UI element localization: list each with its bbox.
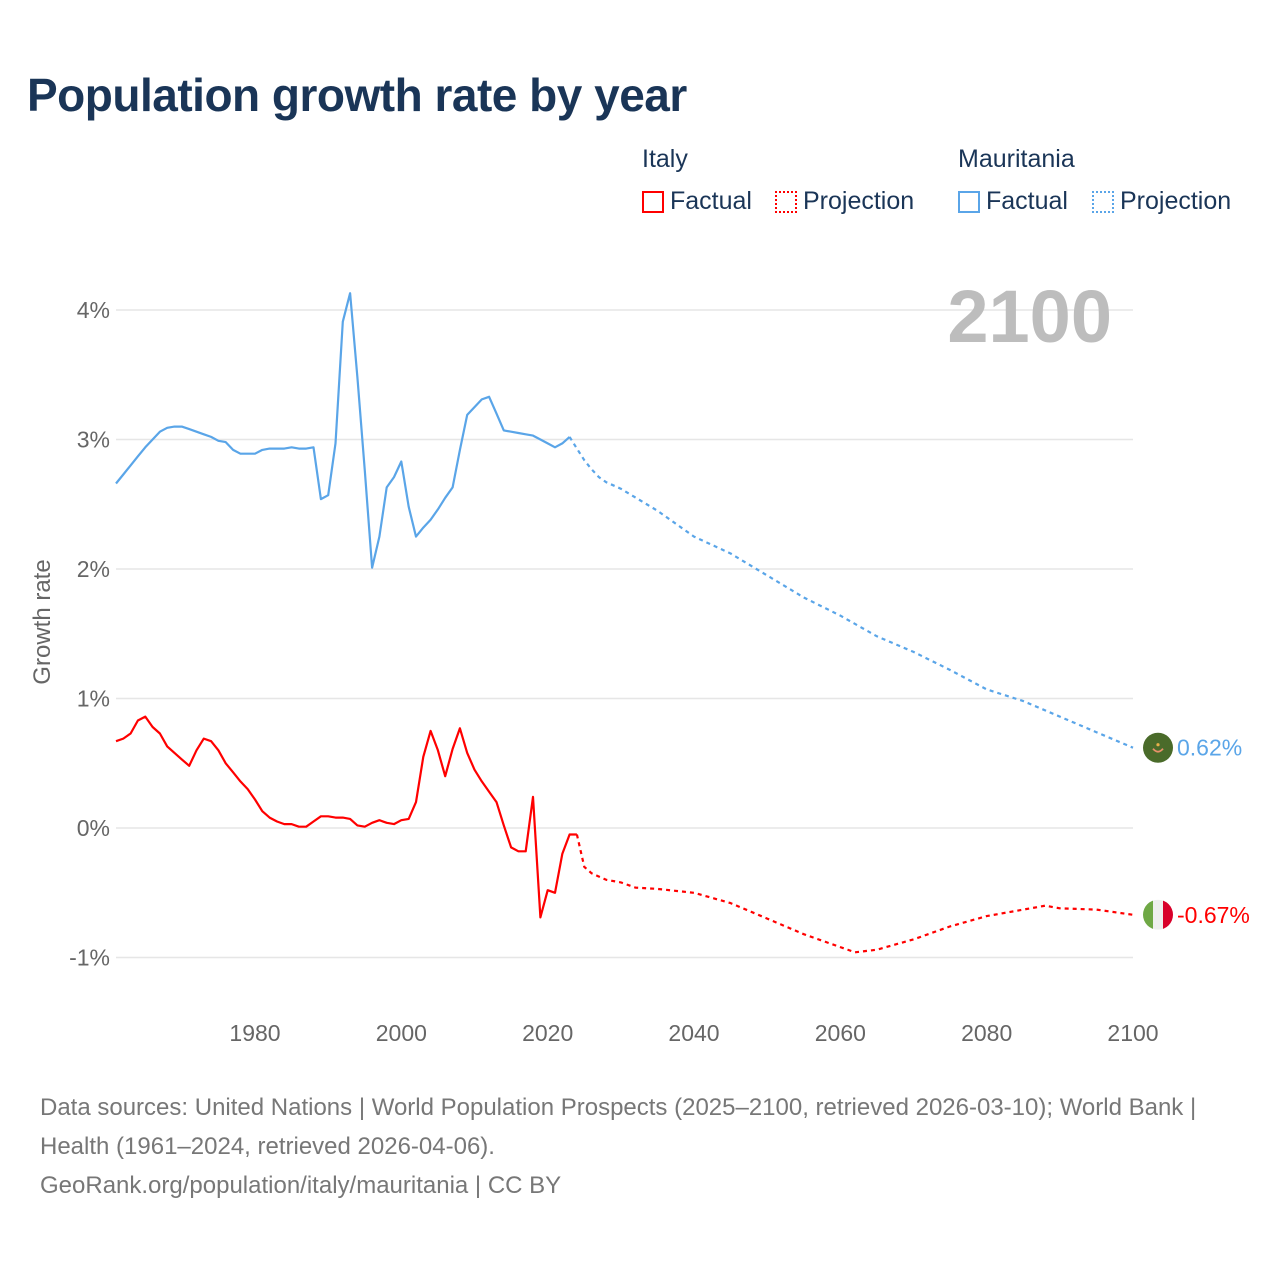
italy-flag-icon xyxy=(1143,899,1173,930)
y-tick-label: 1% xyxy=(77,686,110,712)
flag-star xyxy=(1156,743,1160,747)
x-tick-label: 2060 xyxy=(815,1020,866,1046)
legend-group-italy: Italy xyxy=(642,145,688,173)
legend-label: Projection xyxy=(1120,187,1232,215)
legend-italy-factual[interactable]: Factual xyxy=(642,187,752,216)
end-value-label: 0.62% xyxy=(1177,735,1242,761)
x-tick-label: 1980 xyxy=(229,1020,280,1046)
y-tick-label: 0% xyxy=(77,815,110,841)
flag-crescent xyxy=(1152,748,1164,753)
credit-link[interactable]: GeoRank.org/population/italy/mauritania … xyxy=(40,1172,562,1199)
x-tick-label: 2080 xyxy=(961,1020,1012,1046)
flag-stripe-white xyxy=(1153,899,1163,930)
legend-italy-projection[interactable]: Projection xyxy=(775,187,914,216)
legend-label: Factual xyxy=(670,187,752,215)
x-tick-label: 2020 xyxy=(522,1020,573,1046)
mauritania-projection-line xyxy=(568,436,1134,749)
legend-swatch-dotted xyxy=(775,190,797,213)
flag-stripe-green xyxy=(1143,899,1153,930)
data-sources: Data sources: United Nations | World Pop… xyxy=(40,1094,1197,1160)
mauritania-flag-icon xyxy=(1143,732,1173,763)
y-axis-label: Growth rate xyxy=(29,559,56,684)
y-tick-label: 2% xyxy=(77,556,110,582)
flag-stripe-red xyxy=(1163,899,1173,930)
legend-label: Projection xyxy=(803,187,915,215)
y-tick-label: 3% xyxy=(77,427,110,453)
y-tick-label: -1% xyxy=(69,945,110,971)
legend-swatch-dotted xyxy=(1092,190,1114,213)
legend-mauritania-factual[interactable]: Factual xyxy=(958,187,1068,216)
italy-projection-line xyxy=(575,834,1134,954)
x-tick-label: 2040 xyxy=(668,1020,719,1046)
legend-group-mauritania: Mauritania xyxy=(958,145,1075,173)
year-overlay: 2100 xyxy=(947,275,1112,358)
flag-background xyxy=(1143,732,1173,763)
legend-swatch-solid xyxy=(958,190,980,213)
x-tick-label: 2100 xyxy=(1107,1020,1158,1046)
y-tick-label: 4% xyxy=(77,297,110,323)
italy-factual-line xyxy=(115,715,577,919)
chart-title: Population growth rate by year xyxy=(27,69,687,121)
legend-swatch-solid xyxy=(642,190,664,213)
legend-mauritania-projection[interactable]: Projection xyxy=(1092,187,1231,216)
legend-label: Factual xyxy=(986,187,1068,215)
end-value-label: -0.67% xyxy=(1177,902,1250,928)
mauritania-factual-line xyxy=(115,292,571,569)
footer: Data sources: United Nations | World Pop… xyxy=(40,1088,1240,1205)
x-tick-label: 2000 xyxy=(376,1020,427,1046)
